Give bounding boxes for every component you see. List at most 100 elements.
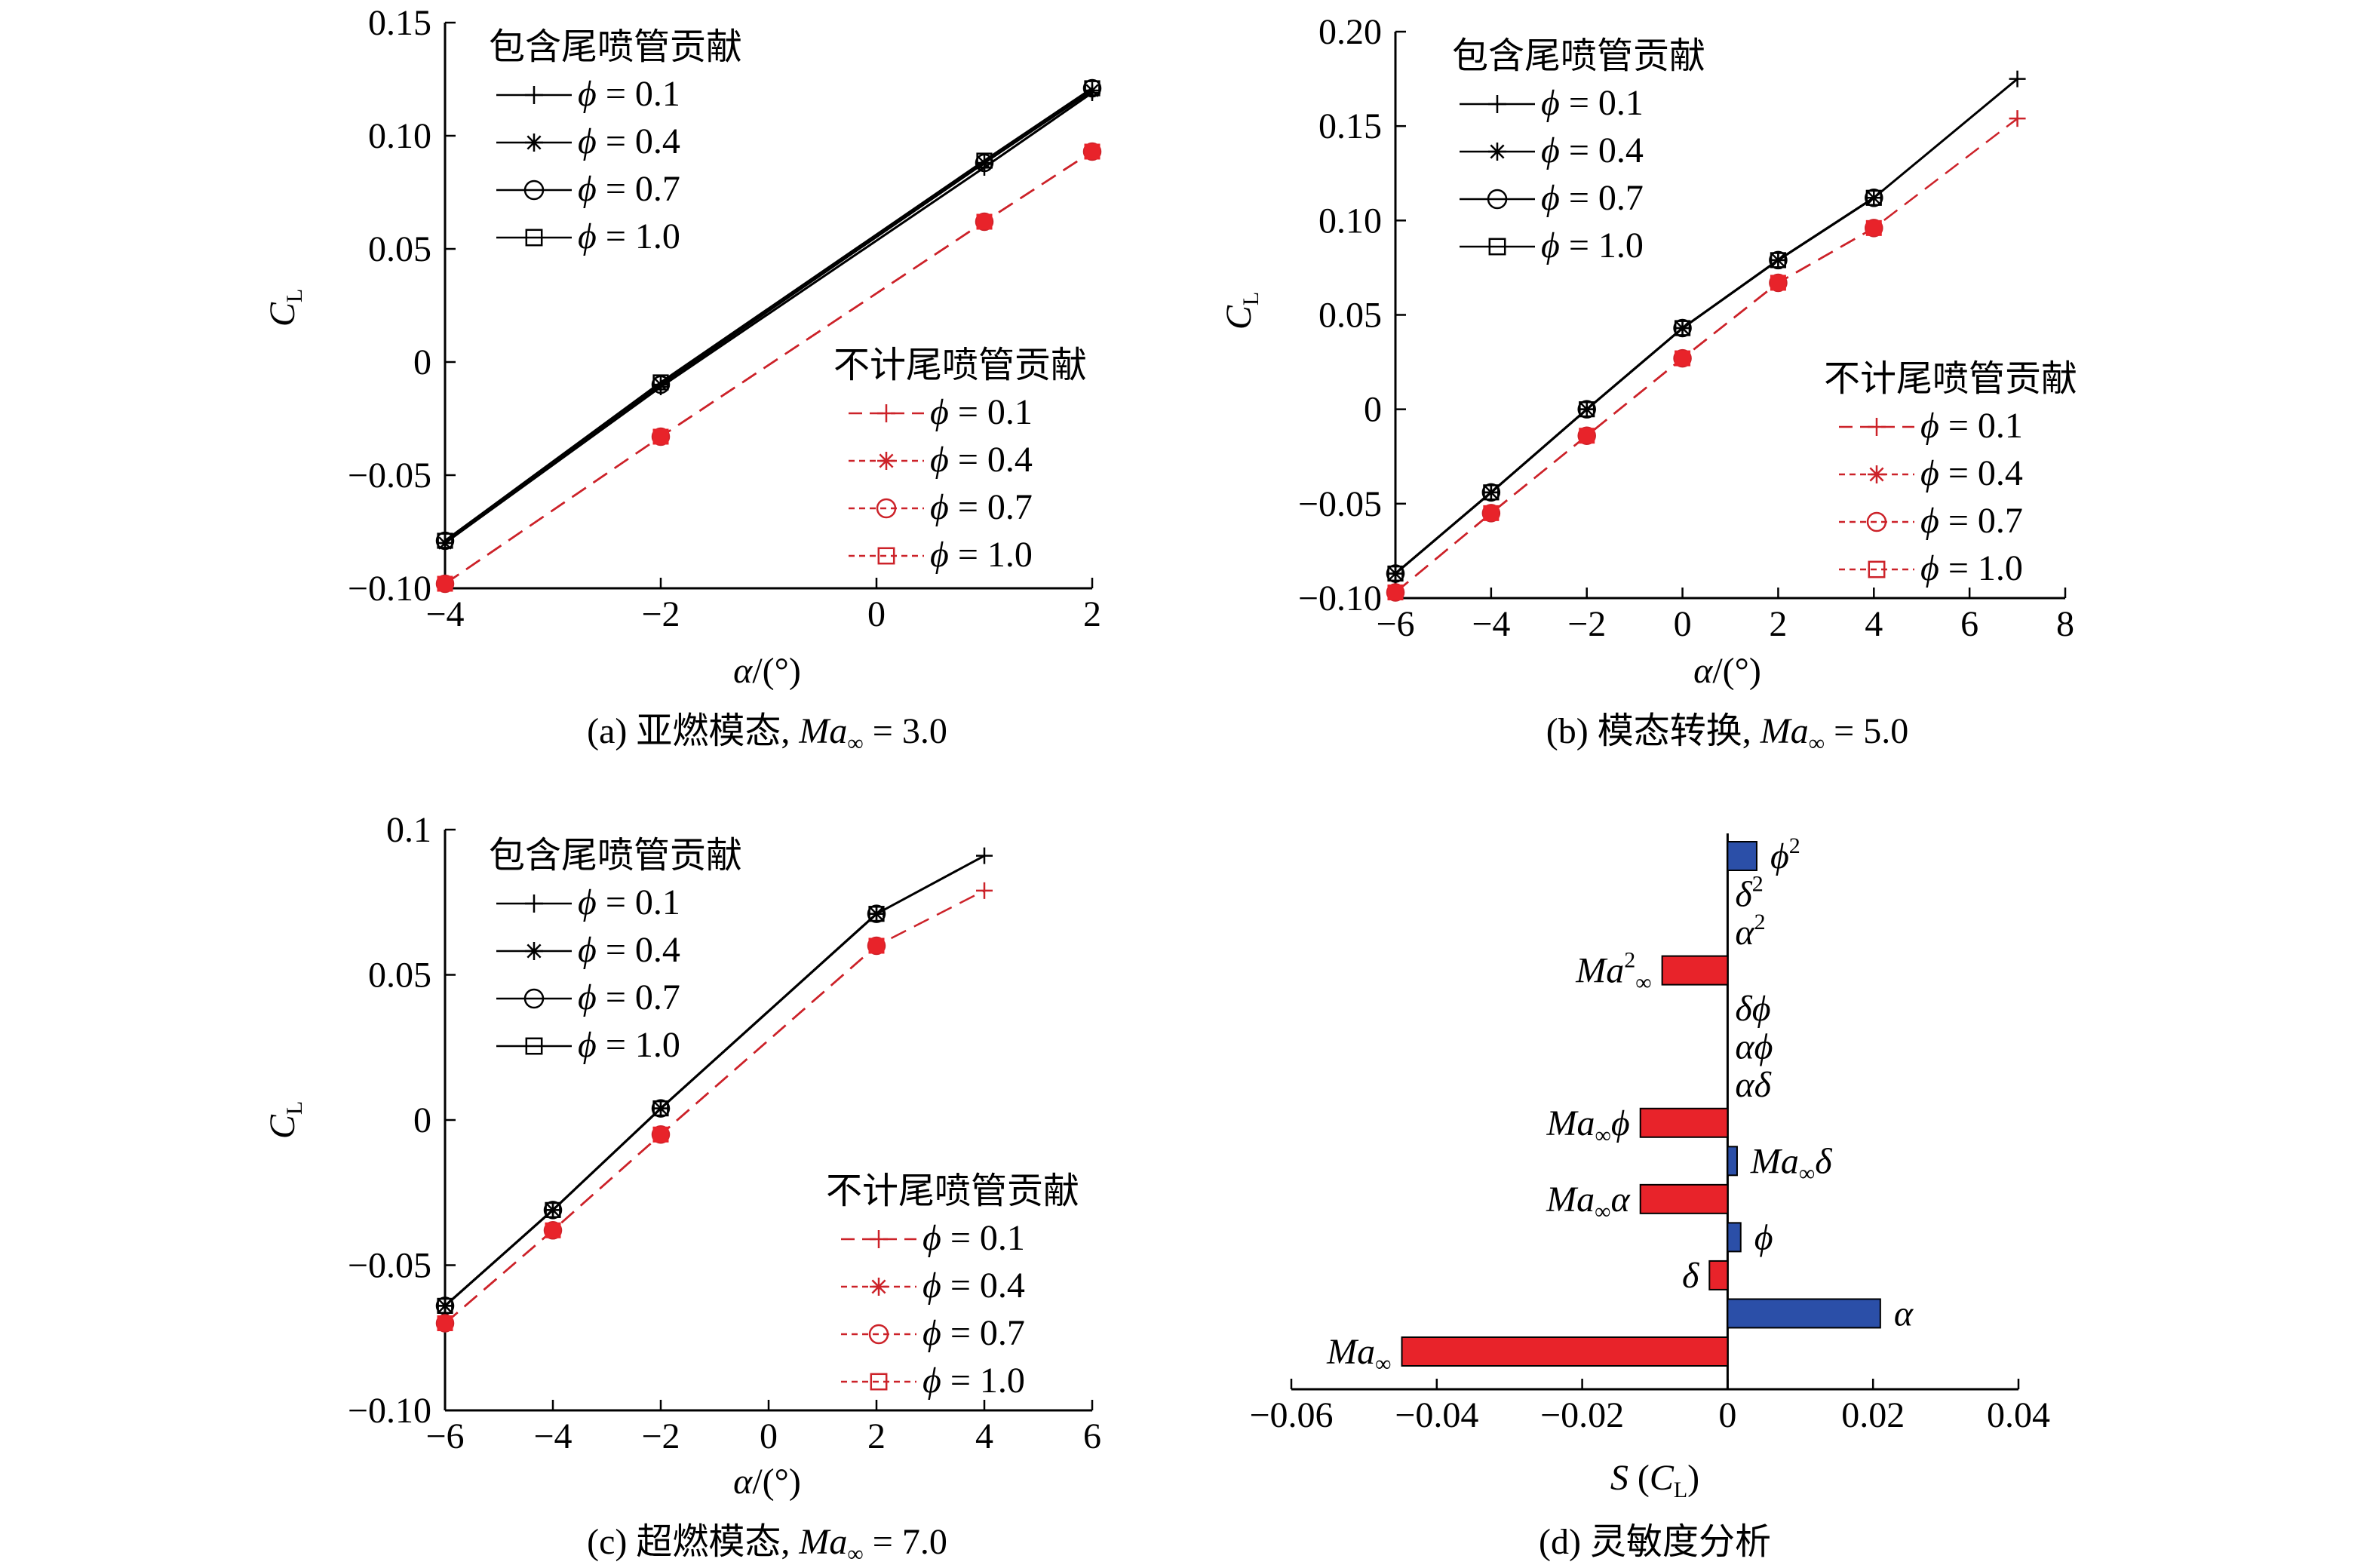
y-tick-label: −0.05 xyxy=(1298,484,1382,524)
data-point xyxy=(2009,110,2026,127)
data-point xyxy=(975,153,994,173)
chart-caption: (a) 亚燃模态, Ma∞ = 3.0 xyxy=(587,711,947,756)
y-tick-label: 0.05 xyxy=(368,956,431,996)
y-axis-label: CL xyxy=(1219,292,1263,330)
legend-title: 不计尾喷管贡献 xyxy=(826,1171,1079,1211)
data-point xyxy=(1769,250,1788,270)
bar-label: ϕ2 xyxy=(1770,833,1800,876)
legend-marker xyxy=(1488,143,1506,161)
legend-value: = 1.0 xyxy=(597,1025,680,1065)
legend-symbol: ϕ xyxy=(1541,130,1560,170)
bar-label-text: α xyxy=(1894,1293,1914,1333)
data-point xyxy=(545,1201,561,1218)
data-point xyxy=(1084,80,1101,97)
bar-label-text: δ xyxy=(1682,1256,1699,1296)
series-line xyxy=(1395,227,1874,594)
y-tick-label: −0.10 xyxy=(348,569,431,609)
legend-marker xyxy=(525,86,543,104)
x-axis-label-unit: /(°) xyxy=(752,651,801,691)
legend-marker xyxy=(525,133,543,152)
x-tick-label: 2 xyxy=(1083,594,1101,634)
legend-marker xyxy=(870,1278,888,1296)
x-tick-label: 0 xyxy=(1718,1395,1736,1435)
legend-value: = 1.0 xyxy=(1939,548,2023,588)
y-tick-label: 0.15 xyxy=(1318,106,1382,146)
bar-label-sup: 2 xyxy=(1754,910,1766,934)
legend-value: = 1.0 xyxy=(949,535,1033,575)
x-tick-label: −4 xyxy=(1472,604,1510,644)
x-tick-label: 2 xyxy=(1769,604,1787,644)
legend-symbol: ϕ xyxy=(930,487,949,527)
data-point xyxy=(1579,401,1595,418)
bar-label-text: δ xyxy=(1815,1141,1832,1181)
x-axis-label-unit: /(°) xyxy=(752,1462,801,1502)
y-tick-label: 0.05 xyxy=(368,229,431,269)
chart-1: −6 −4 −2 0 2 4 6 8 −0.10 −0.05 0 0.05 0.10 0.15 0.20 α/… xyxy=(1219,12,2077,756)
chart-2: −6 −4 −2 0 2 4 6 −0.10 −0.05 0 0.05 0.1 α/(°) CL 包含尾喷管… xyxy=(262,810,1101,1566)
data-point xyxy=(652,1126,669,1143)
series-line xyxy=(1395,227,1874,594)
y-tick-label: −0.10 xyxy=(1298,578,1382,618)
bar xyxy=(1727,1298,1881,1329)
bar-label-text: α xyxy=(1735,913,1754,953)
data-point xyxy=(867,936,886,956)
legend-marker xyxy=(870,1230,888,1248)
data-point xyxy=(543,1201,563,1220)
data-point xyxy=(435,1314,455,1333)
data-point xyxy=(1483,505,1500,521)
legend-entry: ϕ = 0.7 xyxy=(930,487,1033,527)
chart-0: −4 −2 0 2 −0.10 −0.05 0 0.05 0.10 0.15 α/(°) CL 包含尾喷… xyxy=(262,3,1102,756)
data-point xyxy=(1674,320,1691,336)
bar-label-text: δ xyxy=(1735,875,1752,915)
legend-title: 包含尾喷管贡献 xyxy=(1452,36,1705,76)
legend-value: = 0.7 xyxy=(941,1313,1025,1353)
x-tick-label: 8 xyxy=(2056,604,2074,644)
y-tick-label: −0.05 xyxy=(348,1246,431,1286)
data-point xyxy=(437,575,453,592)
legend-symbol: ϕ xyxy=(578,882,597,922)
y-tick-label: 0 xyxy=(413,342,431,382)
series-line xyxy=(444,855,985,1307)
x-tick-label: −2 xyxy=(641,594,680,634)
legend-marker xyxy=(525,894,543,913)
data-point xyxy=(1387,584,1404,600)
bar-label: δϕ xyxy=(1735,989,1770,1029)
data-point xyxy=(652,428,669,445)
x-axis-label: α/(°) xyxy=(1693,651,1761,691)
legend-marker xyxy=(1868,465,1886,483)
caption-prefix: (c) 超燃模态, xyxy=(587,1522,799,1562)
legend-entry: ϕ = 0.1 xyxy=(1920,406,2023,446)
legend-entry: ϕ = 0.4 xyxy=(922,1266,1025,1306)
bar-label-text: Ma xyxy=(1326,1332,1375,1372)
legend-symbol: ϕ xyxy=(922,1218,941,1258)
legend-marker xyxy=(870,1373,888,1391)
bar xyxy=(1727,1222,1742,1253)
series-line xyxy=(444,87,1093,542)
x-tick-label: 0 xyxy=(760,1416,778,1456)
bar-label-sub: ∞ xyxy=(1595,1199,1610,1224)
data-point xyxy=(976,213,993,230)
series-line xyxy=(444,889,985,1324)
y-tick-label: 0 xyxy=(1364,390,1382,430)
caption-sub: ∞ xyxy=(847,731,863,756)
bar-label: α2 xyxy=(1735,910,1765,953)
data-point xyxy=(1577,426,1596,445)
legend-symbol: ϕ xyxy=(1920,453,1939,493)
legend-value: = 0.4 xyxy=(1560,130,1644,170)
y-axis-label-sub: L xyxy=(1239,292,1263,305)
legend-symbol: ϕ xyxy=(578,121,597,161)
caption-var: Ma xyxy=(1760,711,1809,751)
legend-symbol: ϕ xyxy=(1920,406,1939,446)
y-axis-label-var: C xyxy=(1219,305,1259,330)
legend-marker xyxy=(1488,95,1506,113)
legend-marker xyxy=(1866,511,1887,532)
legend-entry: ϕ = 1.0 xyxy=(578,216,680,256)
data-point xyxy=(435,574,455,594)
data-point xyxy=(1579,428,1595,444)
legend-value: = 1.0 xyxy=(597,216,680,256)
series-line xyxy=(444,945,877,1324)
x-tick-label: 0.02 xyxy=(1841,1395,1905,1435)
